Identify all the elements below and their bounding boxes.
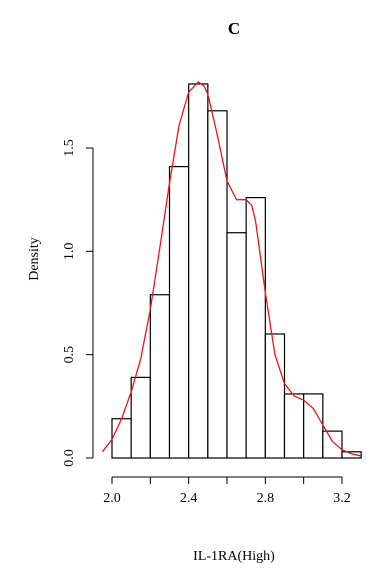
histogram-bar-4 — [188, 83, 209, 459]
y-tick-label-1: 0.5 — [62, 346, 77, 364]
histogram-bar-9 — [283, 393, 305, 459]
x-tick-label-1: 2.4 — [180, 491, 198, 506]
y-axis-label: Density — [27, 237, 42, 281]
histogram-bar-6 — [226, 232, 247, 459]
histogram-bar-11 — [322, 430, 343, 459]
x-tick-label-0: 2.0 — [103, 491, 121, 506]
histogram-bar-5 — [207, 110, 228, 459]
histogram-bar-2 — [149, 294, 171, 459]
histogram-bar-10 — [303, 393, 324, 459]
x-axis-label: IL-1RA(High) — [193, 549, 275, 564]
histogram-bar-7 — [245, 197, 266, 459]
histogram-bar-12 — [341, 451, 362, 459]
histogram-bar-0 — [111, 418, 132, 459]
x-tick-label-3: 3.2 — [333, 491, 351, 506]
y-tick-label-0: 0.0 — [62, 449, 77, 467]
x-axis-ticks: 2.0 2.4 2.8 3.2 — [103, 477, 351, 506]
histogram-bar-1 — [130, 376, 151, 459]
y-tick-label-3: 1.5 — [62, 139, 77, 157]
x-tick-label-2: 2.8 — [257, 491, 275, 506]
density-curve — [101, 81, 362, 457]
histogram-bar-3 — [168, 166, 190, 459]
y-axis-ticks: 0.0 0.5 1.0 1.5 — [62, 139, 93, 467]
y-tick-label-2: 1.0 — [62, 243, 77, 260]
histogram-bars — [111, 83, 362, 459]
chart-title: C — [228, 19, 240, 38]
